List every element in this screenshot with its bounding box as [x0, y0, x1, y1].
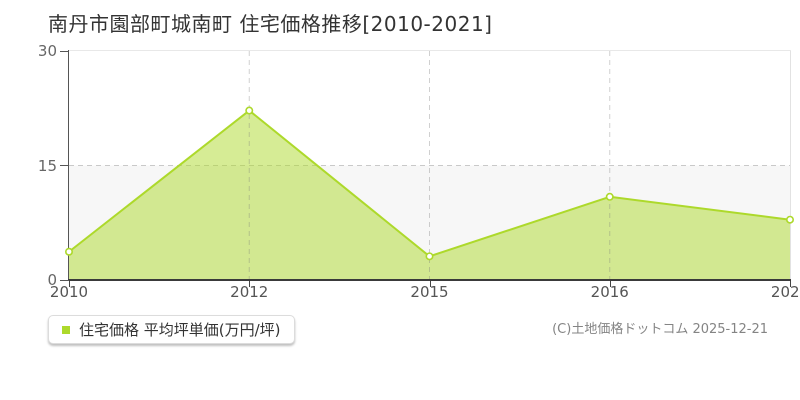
data-point-marker: [245, 106, 254, 115]
x-axis-tick: [609, 281, 611, 287]
x-axis-tick: [249, 281, 251, 287]
y-axis-tick: [60, 165, 69, 166]
data-point-marker: [64, 247, 74, 256]
copyright-text: (C)土地価格ドットコム 2025-12-21: [552, 322, 768, 337]
x-tick-label: 2012: [230, 283, 269, 301]
data-point-marker: [785, 215, 794, 224]
x-axis-tick: [790, 281, 791, 287]
plot-right-border: [790, 51, 791, 280]
x-tick-label: 2010: [49, 283, 89, 301]
y-tick-label: 30: [37, 42, 57, 60]
x-axis-line: [68, 279, 791, 281]
x-tick-label: 2016: [590, 283, 629, 301]
y-tick-label: 15: [37, 156, 57, 175]
chart-title: 南丹市園部町城南町 住宅価格推移[2010-2021]: [48, 12, 493, 36]
legend: 住宅価格 平均坪単価(万円/坪): [48, 315, 295, 344]
area-fill: [69, 110, 790, 280]
y-tick-label: 0: [47, 271, 57, 289]
x-axis-tick: [429, 281, 431, 287]
plot-top-border: [69, 50, 791, 51]
x-tick-label: 2021: [770, 283, 800, 301]
data-point-marker: [425, 252, 434, 261]
x-axis-tick: [69, 281, 70, 287]
x-tick-label: 2015: [410, 283, 449, 301]
y-axis-tick: [60, 279, 69, 281]
data-point-marker: [605, 192, 614, 201]
y-axis-tick: [60, 50, 69, 52]
legend-series-marker-icon: [62, 325, 70, 334]
legend-series-label: 住宅価格 平均坪単価(万円/坪): [79, 321, 281, 339]
price-trend-chart: [64, 51, 794, 280]
